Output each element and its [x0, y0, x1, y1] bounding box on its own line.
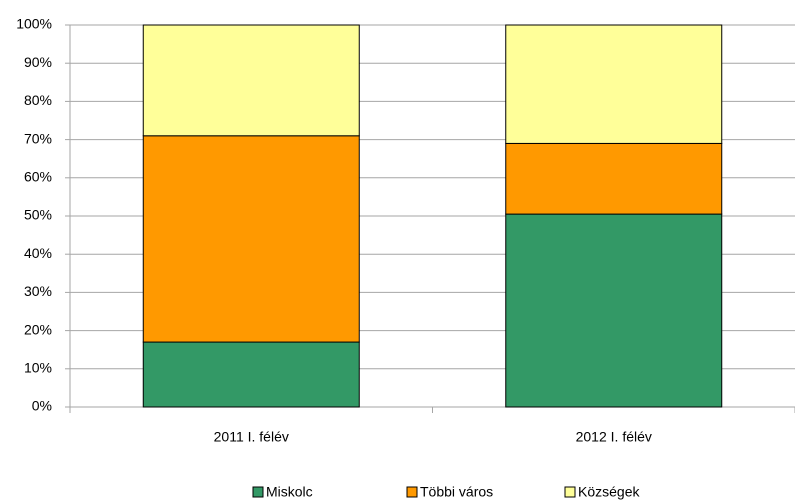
x-tick-label: 2012 I. félév: [576, 429, 652, 445]
bar-segment: [142, 341, 360, 408]
legend-label: Miskolc: [266, 484, 313, 500]
legend-label: Községek: [578, 484, 640, 500]
y-tick-label: 70%: [24, 130, 52, 146]
bar-segment: [505, 142, 723, 215]
bar-segment: [142, 24, 360, 137]
bar-segment: [505, 213, 723, 408]
legend-swatch: [406, 486, 418, 498]
bar-segment: [142, 135, 360, 343]
y-tick-label: 100%: [16, 16, 52, 32]
y-tick-label: 30%: [24, 283, 52, 299]
y-tick-label: 90%: [24, 54, 52, 70]
y-tick-label: 40%: [24, 245, 52, 261]
x-tick-label: 2011 I. félév: [214, 429, 289, 445]
y-tick-label: 50%: [24, 207, 52, 223]
y-tick-label: 0%: [32, 398, 52, 414]
y-tick-label: 10%: [24, 360, 52, 376]
legend-label: Többi város: [420, 484, 493, 500]
y-tick-label: 20%: [24, 321, 52, 337]
y-tick-label: 80%: [24, 92, 52, 108]
bar-segment: [505, 24, 723, 144]
legend-swatch: [252, 486, 264, 498]
y-tick-label: 60%: [24, 169, 52, 185]
legend-swatch: [564, 486, 576, 498]
